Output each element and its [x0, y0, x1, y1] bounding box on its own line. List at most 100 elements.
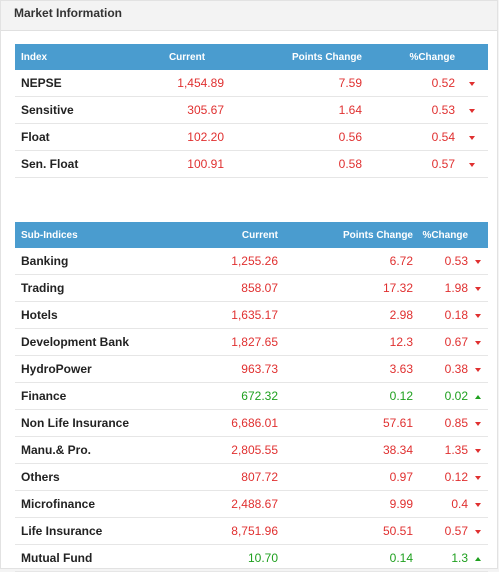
- row-name: Finance: [15, 382, 150, 410]
- row-points-change: 38.34: [278, 436, 413, 464]
- row-points-change: 7.59: [224, 70, 362, 97]
- row-name: Hotels: [15, 301, 150, 329]
- row-name: NEPSE: [15, 70, 150, 97]
- row-name: Sen. Float: [15, 150, 150, 178]
- row-name: Non Life Insurance: [15, 409, 150, 437]
- row-name: Float: [15, 123, 150, 151]
- row-name: Others: [15, 463, 150, 491]
- row-name: Mutual Fund: [15, 544, 150, 572]
- row-trend: [468, 463, 488, 491]
- row-points-change: 17.32: [278, 274, 413, 302]
- row-current: 8,751.96: [150, 517, 278, 545]
- row-current: 100.91: [150, 150, 224, 178]
- table-row: Microfinance 2,488.67 9.99 0.4: [15, 490, 488, 518]
- row-percent-change: 0.54: [362, 123, 455, 151]
- row-current: 1,635.17: [150, 301, 278, 329]
- table-row: HydroPower 963.73 3.63 0.38: [15, 355, 488, 383]
- triangle-up-icon: [475, 556, 481, 561]
- row-trend: [468, 436, 488, 464]
- row-points-change: 0.58: [224, 150, 362, 178]
- row-percent-change: 0.57: [413, 517, 468, 545]
- triangle-down-icon: [475, 448, 481, 453]
- row-name: HydroPower: [15, 355, 150, 383]
- row-points-change: 50.51: [278, 517, 413, 545]
- header-current: Current: [168, 51, 206, 63]
- row-points-change: 0.12: [278, 382, 413, 410]
- row-current: 1,454.89: [150, 70, 224, 97]
- row-percent-change: 0.53: [413, 248, 468, 275]
- row-trend: [468, 544, 488, 572]
- table-row: Finance 672.32 0.12 0.02: [15, 382, 488, 410]
- row-current: 963.73: [150, 355, 278, 383]
- row-trend: [468, 301, 488, 329]
- triangle-down-icon: [475, 259, 481, 264]
- subindex-table: Sub-Indices Current Points Change %Chang…: [15, 222, 488, 572]
- row-points-change: 0.97: [278, 463, 413, 491]
- triangle-down-icon: [475, 421, 481, 426]
- row-name: Sensitive: [15, 96, 150, 124]
- triangle-down-icon: [475, 502, 481, 507]
- header-percent-change: %Change: [422, 229, 468, 241]
- row-trend: [455, 70, 488, 97]
- triangle-down-icon: [468, 162, 475, 167]
- table-row: Sen. Float 100.91 0.58 0.57: [15, 150, 488, 178]
- table-row: Life Insurance 8,751.96 50.51 0.57: [15, 517, 488, 545]
- row-percent-change: 0.02: [413, 382, 468, 410]
- header-points-change: Points Change: [291, 51, 362, 63]
- row-name: Banking: [15, 248, 150, 275]
- row-trend: [468, 248, 488, 275]
- triangle-down-icon: [475, 313, 481, 318]
- row-percent-change: 1.35: [413, 436, 468, 464]
- row-points-change: 0.56: [224, 123, 362, 151]
- table-row: Sensitive 305.67 1.64 0.53: [15, 96, 488, 124]
- row-current: 672.32: [150, 382, 278, 410]
- row-points-change: 57.61: [278, 409, 413, 437]
- header-current: Current: [241, 229, 278, 241]
- table-row: Manu.& Pro. 2,805.55 38.34 1.35: [15, 436, 488, 464]
- row-trend: [468, 328, 488, 356]
- row-name: Development Bank: [15, 328, 150, 356]
- row-percent-change: 0.38: [413, 355, 468, 383]
- header-trend: [468, 222, 488, 248]
- row-trend: [455, 150, 488, 178]
- table-row: Hotels 1,635.17 2.98 0.18: [15, 301, 488, 329]
- row-current: 1,255.26: [150, 248, 278, 275]
- triangle-down-icon: [468, 108, 475, 113]
- subindex-table-header: Sub-Indices Current Points Change %Chang…: [15, 222, 488, 248]
- row-points-change: 6.72: [278, 248, 413, 275]
- triangle-down-icon: [475, 475, 481, 480]
- table-row: NEPSE 1,454.89 7.59 0.52: [15, 70, 488, 97]
- row-current: 1,827.65: [150, 328, 278, 356]
- row-name: Manu.& Pro.: [15, 436, 150, 464]
- table-row: Development Bank 1,827.65 12.3 0.67: [15, 328, 488, 356]
- index-table: Index Current Points Change %Change NEPS…: [15, 44, 488, 178]
- row-percent-change: 0.18: [413, 301, 468, 329]
- row-trend: [468, 490, 488, 518]
- table-row: Others 807.72 0.97 0.12: [15, 463, 488, 491]
- row-percent-change: 1.98: [413, 274, 468, 302]
- header-sub-indices: Sub-Indices: [21, 229, 78, 241]
- row-trend: [468, 355, 488, 383]
- row-name: Trading: [15, 274, 150, 302]
- row-percent-change: 0.52: [362, 70, 455, 97]
- row-points-change: 0.14: [278, 544, 413, 572]
- row-name: Microfinance: [15, 490, 150, 518]
- row-percent-change: 1.3: [413, 544, 468, 572]
- triangle-up-icon: [475, 394, 481, 399]
- row-points-change: 3.63: [278, 355, 413, 383]
- header-trend: [455, 44, 488, 70]
- triangle-down-icon: [475, 286, 481, 291]
- row-current: 10.70: [150, 544, 278, 572]
- row-trend: [468, 409, 488, 437]
- row-points-change: 9.99: [278, 490, 413, 518]
- row-current: 2,488.67: [150, 490, 278, 518]
- header-points-change: Points Change: [342, 229, 413, 241]
- row-name: Life Insurance: [15, 517, 150, 545]
- row-points-change: 1.64: [224, 96, 362, 124]
- row-current: 2,805.55: [150, 436, 278, 464]
- row-trend: [468, 382, 488, 410]
- table-row: Mutual Fund 10.70 0.14 1.3: [15, 544, 488, 572]
- row-trend: [468, 274, 488, 302]
- index-table-header: Index Current Points Change %Change: [15, 44, 488, 70]
